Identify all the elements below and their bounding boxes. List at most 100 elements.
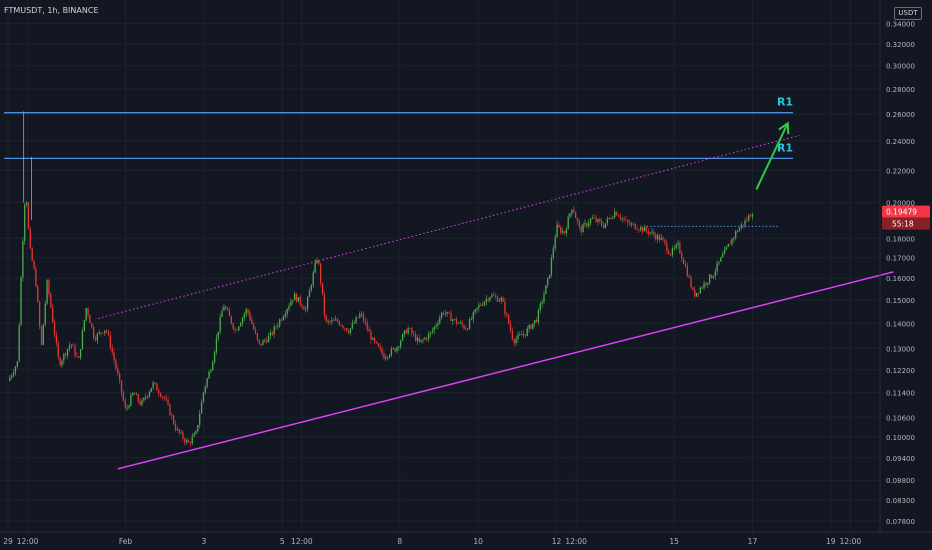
candle-body [463,325,465,329]
candle-body [189,442,192,444]
candle-body [120,380,123,393]
candle-body [455,319,458,324]
candle-body [668,251,670,255]
candle-body [206,378,208,387]
candle-body [548,274,551,279]
candle-body [448,311,450,314]
candle-body [686,265,688,276]
candle-body [310,285,313,291]
candle-body [20,277,22,326]
candle-body [107,331,110,336]
candle-body [597,219,599,222]
candle-body [612,217,614,219]
candle-body [362,313,365,322]
candle-body [528,325,530,329]
candle-body [241,317,244,324]
candle-body [308,290,311,298]
candle-body [72,344,74,347]
candle-body [141,400,143,405]
price-tick-label: 0.20000 [886,200,915,208]
candle-body [606,218,608,224]
candle-body [699,287,701,294]
candles [9,111,754,448]
candle-body [467,328,469,330]
channel-top-trendline [97,134,800,319]
candle-body [446,311,448,314]
candle-body [83,320,85,331]
candle-body [742,224,744,226]
candle-body [33,260,35,269]
candle-body [586,223,588,226]
candle-body [522,334,525,336]
candle-body [560,227,562,233]
candle-body [712,276,715,278]
candle-body [554,237,556,249]
candle-body [403,330,406,335]
candle-body [437,323,439,326]
countdown-label: 55:18 [892,220,914,229]
candle-body [117,368,119,374]
candle-body [156,383,158,391]
candle-body [751,214,754,217]
candle-body [91,322,93,328]
candle-body [284,314,286,317]
price-tick-label: 0.22000 [886,167,915,175]
candle-body [722,254,724,258]
currency-button[interactable]: USDT [894,7,922,20]
candle-body [327,321,329,323]
candle-body [496,296,499,302]
candle-body [476,307,478,310]
candle-body [351,323,353,329]
candle-body [500,298,502,301]
candle-body [239,323,242,327]
candle-body [461,322,463,326]
candle-body [610,218,612,219]
candle-body [409,328,411,330]
candle-body [651,231,653,233]
breakout-arrowhead-icon [778,121,790,135]
candle-body [100,332,102,334]
candle-body [288,305,290,310]
candle-body [535,319,538,323]
candle-body [282,316,285,320]
candle-body [511,330,514,340]
candle-body [507,314,510,324]
candle-body [660,237,662,241]
candle-body [468,319,471,329]
breakout-arrow [755,122,789,190]
candle-body [405,330,407,334]
candle-body [130,395,132,406]
candle-body [427,333,430,340]
support-trendline [117,271,894,470]
candle-body [266,340,268,343]
candle-body [632,223,634,225]
candle-body [293,293,296,301]
resistance-label: R1 [777,141,793,154]
trend-lines [97,134,894,470]
candle-body [223,306,225,311]
candle-body [565,229,567,234]
candle-body [346,328,348,331]
candle-body [275,326,277,328]
time-tick-label: 15 [669,537,679,546]
candle-body [59,357,61,366]
candle-body [66,349,69,356]
candle-body [320,263,322,283]
candle-body [649,232,651,234]
candle-body [238,326,240,331]
price-axis[interactable]: 0.34000 0.32000 0.30000 0.28000 0.26000 0.240… [879,0,930,532]
candle-body [666,243,668,252]
price-tick-label: 0.34000 [886,20,915,28]
candle-body [187,440,190,443]
time-axis[interactable]: 29 12:00 Feb 3 5 12:00 8 10 12 12:00 15 17 19 12:00 [0,531,932,546]
candle-body [167,399,169,405]
candle-body [707,282,709,285]
candle-body [746,220,748,222]
candle-body [271,332,273,335]
candle-body [692,287,694,290]
candle-body [630,223,633,225]
candle-body [50,294,52,308]
candle-body [102,333,104,334]
candle-body [716,263,718,272]
